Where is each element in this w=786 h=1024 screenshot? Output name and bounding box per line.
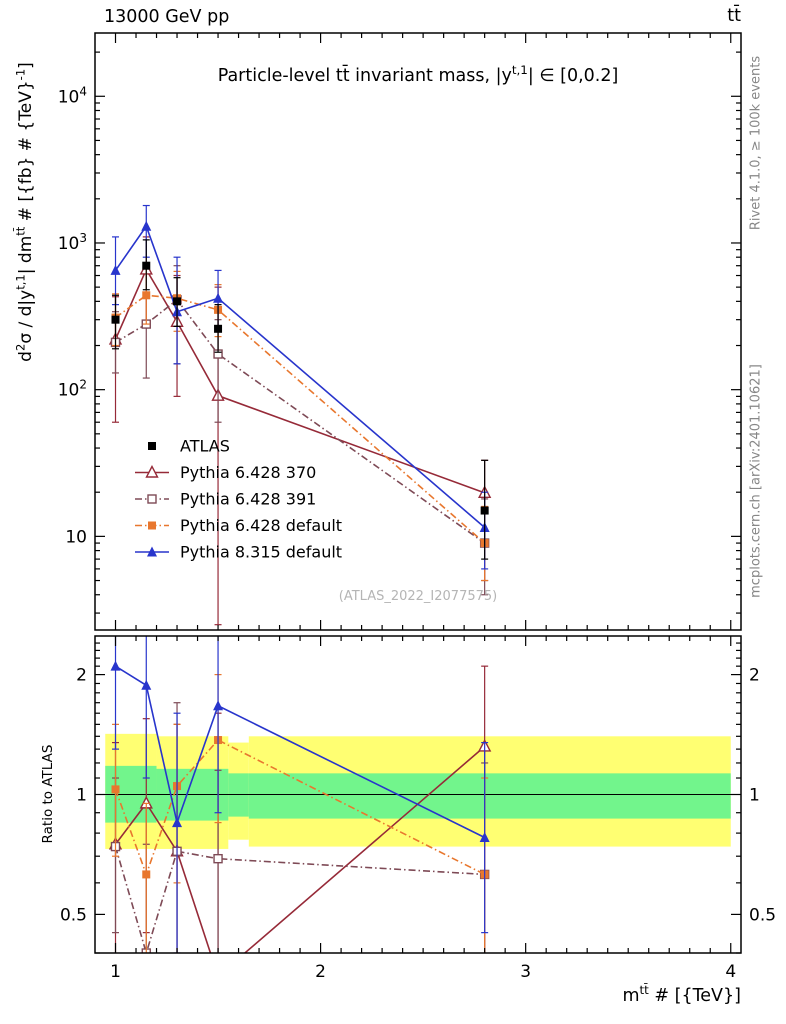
data-marker: [148, 521, 156, 530]
label-text: Particle-level tt̄ invariant mass, |y: [217, 66, 512, 86]
mcplots-citation-note: mcplots.cern.ch [arXiv:2401.10621]: [748, 364, 764, 598]
x-tick-label: 2: [315, 962, 326, 982]
ratio-uncertainty-bands: [105, 733, 731, 849]
label-superscript: tt̄: [639, 983, 649, 998]
data-marker: [142, 870, 151, 879]
data-marker: [111, 315, 120, 324]
label-superscript: t,1: [13, 274, 28, 290]
label-text: | dm: [16, 235, 36, 275]
data-marker: [172, 817, 183, 828]
data-marker: [214, 324, 223, 333]
legend-label: Pythia 6.428 370: [180, 463, 316, 482]
green-band: [248, 773, 731, 819]
series-atlas-main: [111, 239, 489, 560]
label-superscript: 2: [13, 343, 28, 352]
data-marker: [480, 506, 489, 515]
data-marker: [479, 831, 490, 842]
ratio-y-axis-label: Ratio to ATLAS: [40, 744, 56, 844]
ratio-y-tick-label-right: 0.5: [749, 905, 776, 925]
axis-ticks: [95, 33, 741, 954]
data-marker: [173, 297, 182, 306]
legend-label: Pythia 6.428 391: [180, 490, 316, 509]
series-pythia-8-315-default-ratio: [110, 636, 490, 953]
x-tick-label: 4: [725, 962, 736, 982]
x-axis-label: mtt̄ # [{TeV}]: [400, 983, 741, 1006]
legend-label: Pythia 8.315 default: [180, 543, 342, 562]
beam-energy-label: 13000 GeV pp: [104, 7, 230, 27]
label-text: ]: [16, 62, 36, 69]
series-line: [114, 224, 486, 529]
data-marker: [111, 785, 120, 794]
main-y-tick-label: 104: [58, 84, 87, 107]
legend-label: ATLAS: [180, 437, 230, 456]
data-marker: [141, 679, 152, 690]
data-marker: [147, 494, 157, 504]
ratio-y-tick-label-right: 1: [749, 786, 760, 806]
data-marker: [213, 700, 224, 711]
analysis-watermark: (ATLAS_2022_I2077575): [338, 589, 498, 604]
data-marker: [213, 292, 224, 303]
ratio-y-tick-label-left: 0.5: [60, 905, 87, 925]
main-y-tick-label: 10: [65, 527, 87, 547]
data-marker: [213, 853, 223, 864]
series-line: [114, 846, 485, 953]
label-superscript: tt̄: [13, 226, 28, 236]
series-line: [114, 739, 486, 877]
main-panel-frame: [94, 32, 742, 631]
data-marker: [148, 442, 156, 450]
data-marker: [141, 220, 152, 231]
legend-label: Pythia 6.428 default: [180, 516, 342, 535]
data-marker: [110, 660, 121, 671]
legend: [135, 442, 169, 557]
data-marker: [145, 464, 159, 478]
data-marker: [147, 546, 157, 557]
label-text: σ / d|y: [16, 289, 36, 344]
label-superscript: -1: [13, 68, 28, 81]
data-marker: [142, 261, 151, 270]
ratio-y-tick-label-left: 2: [76, 666, 87, 686]
data-marker: [142, 291, 151, 300]
x-tick-label: 3: [520, 962, 531, 982]
label-text: # [{fb} # {TeV}: [16, 80, 36, 227]
label-text: | ∈ [0,0.2]: [527, 66, 619, 86]
label-text: m: [622, 986, 640, 1006]
label-text: # [{TeV}]: [648, 986, 741, 1006]
x-tick-label: 1: [110, 962, 121, 982]
ratio-y-tick-label-right: 2: [749, 666, 760, 686]
label-text: d: [16, 351, 36, 362]
series-pythia-8-315-default-main: [110, 204, 490, 570]
series-pythia-6-428-370-main: [108, 236, 492, 626]
main-y-axis-label: d2σ / d|yt,1| dmtt̄ # [{fb} # {TeV}-1]: [13, 62, 36, 362]
main-y-tick-label: 103: [58, 231, 87, 254]
main-y-tick-label: 102: [58, 378, 87, 401]
ratio-y-tick-label-left: 1: [76, 786, 87, 806]
process-label: tt̄: [727, 6, 741, 26]
label-superscript: t,1: [511, 63, 528, 78]
rivet-version-note: Rivet 4.1.0, ≥ 100k events: [748, 55, 764, 231]
data-marker: [110, 264, 121, 275]
data-marker: [213, 970, 224, 981]
plot-title: Particle-level tt̄ invariant mass, |yt,1…: [95, 63, 741, 86]
